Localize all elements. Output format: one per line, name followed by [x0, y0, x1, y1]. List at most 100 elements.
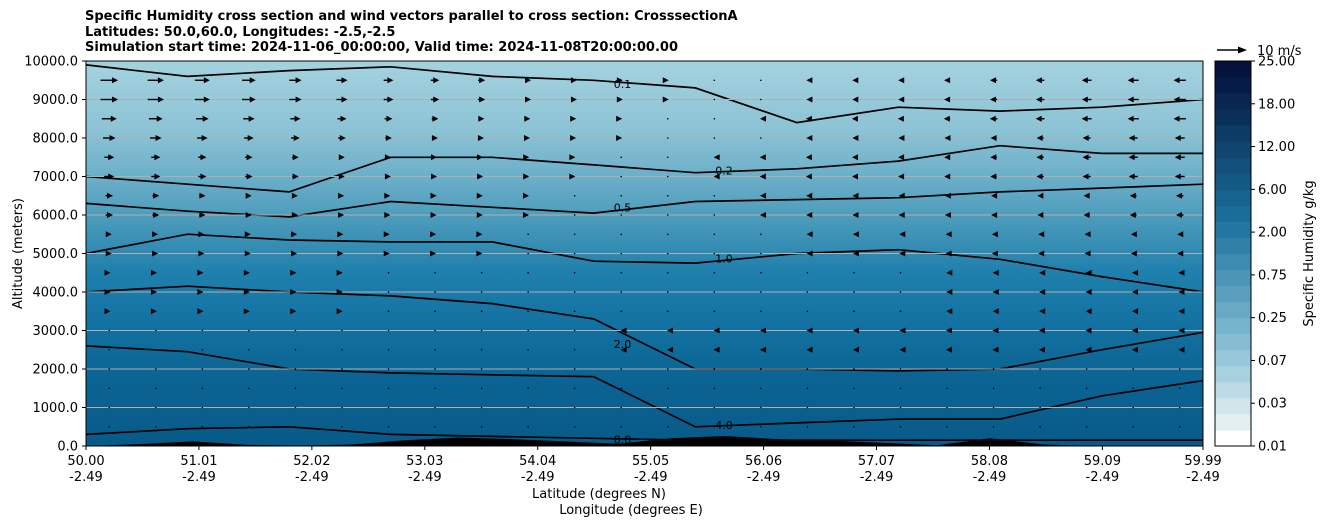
wind-vector — [147, 96, 164, 103]
wind-head — [852, 192, 859, 199]
wind-head — [249, 96, 256, 103]
wind-head — [387, 77, 394, 84]
wind-vector — [760, 212, 767, 218]
wind-vector — [1039, 269, 1046, 276]
wind-vector — [430, 192, 437, 199]
colorbar-tick-label: 0.01 — [1258, 440, 1287, 455]
wind-vector — [245, 173, 253, 180]
wind-vector — [899, 387, 902, 390]
wind-vector — [105, 250, 112, 257]
wind-vector — [666, 175, 669, 178]
wind-vector — [1036, 135, 1044, 141]
wind-vector — [1175, 212, 1184, 218]
wind-vector — [899, 425, 902, 428]
wind-head — [522, 212, 529, 218]
wind-head — [198, 231, 205, 238]
wind-vector — [805, 115, 812, 122]
wind-head — [249, 77, 256, 84]
wind-vector — [760, 387, 762, 390]
wind-head — [806, 77, 813, 84]
wind-vector — [199, 192, 206, 199]
chart-title: Specific Humidity cross section and wind… — [85, 9, 738, 56]
wind-vector — [666, 252, 669, 255]
wind-vector — [1082, 154, 1091, 161]
wind-vector — [760, 271, 762, 274]
terrain — [86, 436, 1203, 446]
wind-vector — [992, 308, 999, 315]
wind-head — [153, 192, 160, 199]
colorbar-tick-label: 6.00 — [1258, 183, 1287, 198]
wind-head — [1128, 173, 1135, 180]
wind-head — [806, 212, 813, 218]
wind-vector — [945, 231, 952, 238]
wind-head — [570, 135, 577, 141]
wind-vector — [244, 135, 254, 141]
wind-head — [385, 135, 392, 141]
wind-vector — [806, 425, 809, 428]
wind-vector — [294, 387, 297, 390]
x-tick-label-lat: 51.01 — [180, 454, 217, 469]
wind-vector — [480, 310, 483, 313]
wind-head — [294, 115, 301, 122]
colorbar-segment — [1215, 397, 1251, 415]
wind-vector — [387, 406, 390, 409]
wind-vector — [480, 329, 483, 332]
wind-vector — [155, 425, 157, 428]
wind-vector — [248, 368, 250, 370]
title-line-3: Simulation start time: 2024-11-06_00:00:… — [85, 40, 678, 55]
wind-vector — [851, 173, 858, 180]
wind-vector — [806, 250, 813, 257]
wind-vector — [289, 77, 302, 84]
wind-head — [616, 115, 623, 122]
wind-vector — [480, 425, 483, 428]
wind-head — [992, 327, 999, 334]
wind-vector — [527, 310, 529, 313]
wind-vector — [527, 252, 529, 255]
wind-vector — [1039, 425, 1041, 428]
wind-head — [1039, 308, 1046, 315]
wind-vector — [383, 231, 390, 238]
wind-vector — [899, 231, 906, 238]
contour-label-4.0: 4.0 — [715, 419, 733, 432]
wind-vector — [1036, 173, 1044, 180]
wind-vector — [338, 212, 345, 218]
wind-vector — [667, 346, 674, 353]
wind-head — [203, 96, 210, 103]
wind-vector — [290, 115, 301, 122]
wind-vector — [336, 77, 348, 84]
wind-vector — [527, 387, 529, 390]
wind-vector — [666, 156, 669, 159]
wind-vector — [201, 348, 204, 351]
wind-vector — [898, 135, 905, 141]
wind-vector — [387, 387, 390, 390]
wind-vector — [570, 96, 577, 103]
wind-vector — [101, 115, 117, 122]
wind-vector — [383, 250, 390, 257]
wind-vector — [570, 135, 577, 141]
wind-vector — [1132, 425, 1134, 428]
wind-head — [1175, 212, 1182, 218]
wind-vector — [620, 387, 623, 390]
wind-head — [944, 96, 951, 103]
contour-label-0.5: 0.5 — [614, 201, 632, 214]
wind-vector — [1177, 250, 1184, 257]
wind-vector — [1036, 154, 1044, 161]
wind-vector — [196, 115, 209, 122]
y-tick-label: 3000.0 — [33, 324, 79, 339]
wind-head — [200, 173, 207, 180]
wind-vector — [155, 329, 157, 332]
wind-vector — [431, 115, 439, 122]
wind-vector — [480, 348, 483, 351]
wind-head — [806, 96, 813, 103]
wind-vector — [944, 154, 951, 161]
wind-head — [112, 77, 119, 84]
wind-head — [291, 231, 298, 238]
wind-vector — [480, 271, 483, 274]
wind-vector — [946, 289, 953, 295]
contour-line-0.5 — [86, 183, 1203, 218]
wind-vector — [946, 327, 953, 334]
wind-head — [990, 135, 997, 141]
wind-head — [759, 154, 766, 161]
wind-vector — [898, 96, 905, 103]
wind-head — [989, 96, 996, 103]
